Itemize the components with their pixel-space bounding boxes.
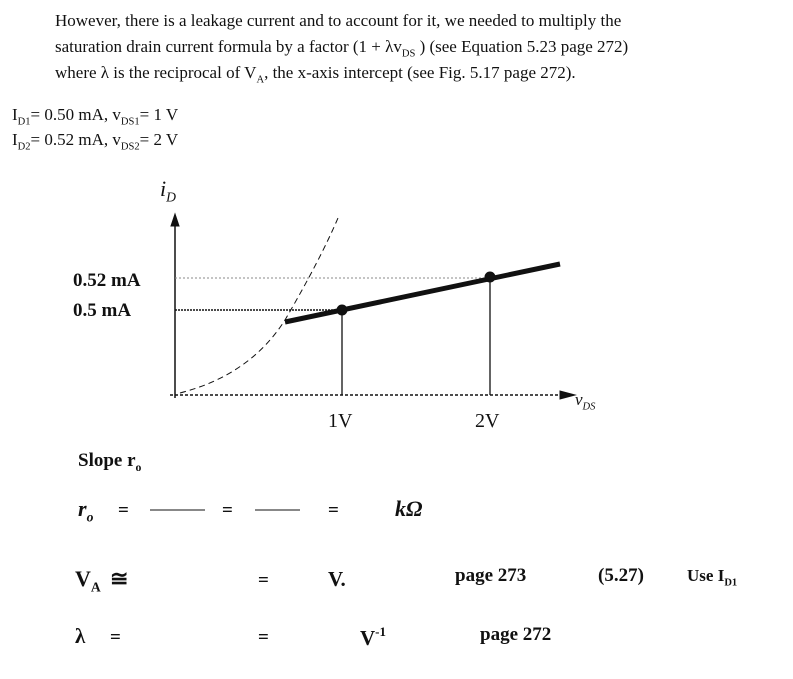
unit-base: V [360, 626, 375, 650]
text-segment: I [12, 105, 18, 124]
figure [170, 212, 577, 400]
axis-label: iD [160, 176, 176, 205]
equals: = [110, 627, 121, 648]
symbol: ro [78, 496, 94, 525]
x-label: 2V [475, 410, 500, 432]
subscript: o [87, 510, 94, 525]
y-label: 0.5 mA [73, 300, 131, 321]
unit: V-1 [360, 624, 386, 650]
line [284, 261, 561, 325]
arrow [559, 390, 577, 400]
text-segment: I [12, 130, 18, 149]
unit: V. [328, 567, 346, 591]
subscript: D2 [18, 141, 31, 152]
equals: = [118, 500, 129, 521]
subscript: DS [582, 401, 597, 412]
subscript: DS1 [121, 116, 140, 127]
subscript: D [165, 190, 176, 205]
subscript: A [256, 74, 264, 85]
text-segment: = 1 V [140, 105, 179, 124]
approx: ≅ [110, 566, 128, 591]
equals: = [258, 627, 269, 648]
subscript: DS2 [121, 141, 140, 152]
subscript: A [91, 580, 101, 595]
intro-line: saturation drain current formula by a fa… [55, 37, 628, 59]
text-segment: i [160, 176, 166, 201]
text-segment: Slope r [78, 450, 136, 471]
note: Use ID1 [687, 566, 737, 588]
subscript: DS [402, 48, 416, 59]
point [484, 271, 496, 283]
equals: = [222, 500, 233, 521]
text-segment: = 2 V [140, 130, 179, 149]
text-segment: = 0.50 mA, v [31, 105, 122, 124]
x-label: 1V [328, 410, 353, 432]
curve [179, 217, 339, 394]
eq-ref: (5.27) [598, 565, 644, 586]
text-segment: ) (see Equation 5.23 page 272) [415, 37, 628, 56]
slope-label: Slope ro [78, 450, 142, 474]
equals: = [258, 570, 269, 591]
text-segment: V [75, 566, 91, 591]
text-segment: However, there is a leakage current and … [55, 11, 621, 30]
y-label: 0.52 mA [73, 270, 141, 291]
text-segment: Use I [687, 566, 725, 585]
subscript: D1 [18, 116, 31, 127]
arrow [170, 212, 180, 227]
text-segment: = 0.52 mA, v [31, 130, 122, 149]
text-segment: , the x-axis intercept (see Fig. 5.17 pa… [264, 63, 576, 82]
intro-line: where λ is the reciprocal of VA, the x-a… [55, 63, 576, 85]
text-segment: where λ is the reciprocal of V [55, 63, 257, 82]
point [336, 304, 348, 316]
axis-label: vDS [575, 390, 596, 412]
unit: kΩ [395, 496, 423, 521]
unit-exp: -1 [375, 624, 386, 639]
equals: = [328, 500, 339, 521]
symbol: λ [75, 624, 86, 648]
page-ref: page 273 [455, 565, 526, 586]
given-line: ID2= 0.52 mA, vDS2= 2 V [12, 130, 179, 152]
text-segment: v [575, 390, 583, 409]
page-ref: page 272 [480, 624, 551, 645]
intro-line: However, there is a leakage current and … [55, 11, 621, 30]
subscript: o [136, 461, 142, 474]
text-segment: saturation drain current formula by a fa… [55, 37, 402, 56]
text-segment: r [78, 496, 87, 521]
symbol: VA [75, 566, 101, 595]
subscript: D1 [724, 577, 737, 588]
given-line: ID1= 0.50 mA, vDS1= 1 V [12, 105, 179, 127]
